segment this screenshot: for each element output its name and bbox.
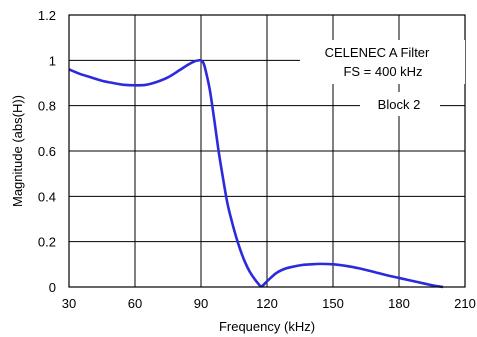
annotation-background-block [360, 92, 440, 116]
x-tick-labels: 30 60 90 120 150 180 210 [62, 296, 476, 311]
x-tick-label: 180 [388, 296, 410, 311]
x-tick-label: 90 [194, 296, 208, 311]
annotation-background [300, 40, 465, 84]
y-tick-label: 1 [49, 53, 56, 68]
series-layer [68, 58, 444, 289]
annotation-filter-name: CELENEC A Filter [325, 45, 430, 60]
x-tick-label: 150 [322, 296, 344, 311]
x-tick-label: 210 [454, 296, 476, 311]
x-tick-label: 120 [256, 296, 278, 311]
y-tick-label: 0.2 [38, 235, 56, 250]
annotation-sample-rate: FS = 400 kHz [343, 64, 422, 79]
plot-frame [68, 14, 466, 288]
y-tick-label: 0.6 [38, 144, 56, 159]
y-tick-label: 1.2 [38, 8, 56, 23]
y-tick-label: 0.8 [38, 99, 56, 114]
x-tick-label: 60 [128, 296, 142, 311]
y-tick-labels: 0 0.2 0.4 0.6 0.8 1 1.2 [38, 8, 56, 295]
series-line [68, 58, 444, 289]
x-axis-label: Frequency (kHz) [219, 319, 315, 334]
annotation-block: Block 2 [378, 97, 421, 112]
y-axis-label: Magnitude (abs(H)) [10, 95, 25, 207]
y-tick-label: 0.4 [38, 189, 56, 204]
x-tick-label: 30 [62, 296, 76, 311]
y-tick-label: 0 [49, 280, 56, 295]
